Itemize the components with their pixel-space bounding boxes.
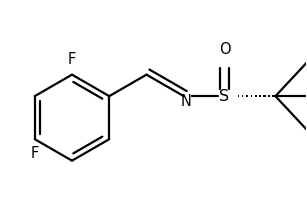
Text: F: F (31, 146, 39, 161)
Text: O: O (219, 42, 230, 57)
Text: F: F (68, 52, 76, 67)
Text: S: S (220, 89, 230, 104)
Text: N: N (181, 94, 192, 109)
